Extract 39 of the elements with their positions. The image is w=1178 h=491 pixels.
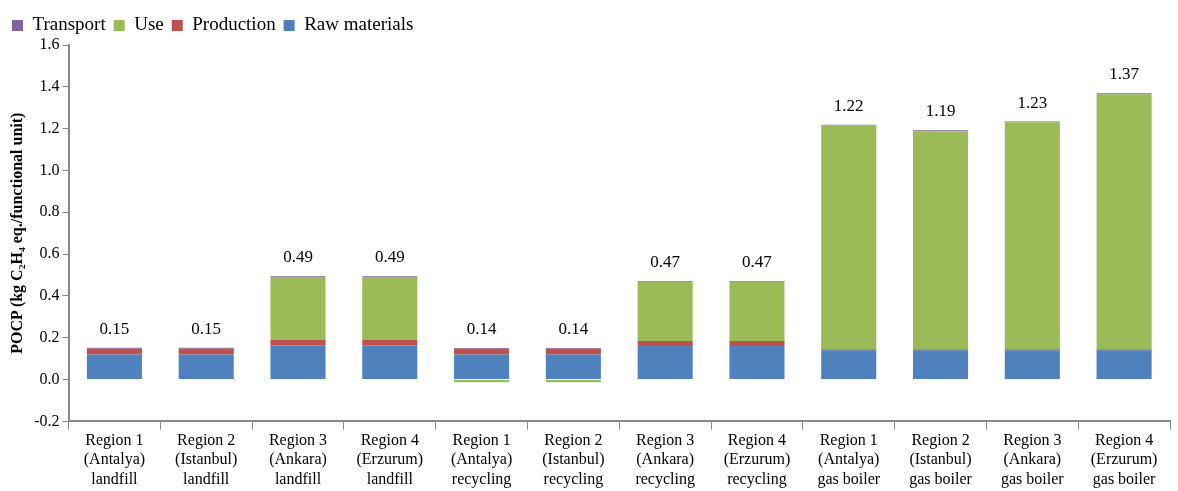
x-tick-label: Region 2 (Istanbul) gas boiler xyxy=(909,431,973,488)
x-tick-label: Region 3 (Ankara) gas boiler xyxy=(1000,431,1065,488)
y-tick-label: 1.0 xyxy=(39,160,60,178)
total-label: 1.37 xyxy=(1109,64,1140,84)
total-label: 0.15 xyxy=(99,318,130,338)
legend-label: Transport xyxy=(32,13,107,35)
x-tick-label: Region 4 (Erzurum) gas boiler xyxy=(1090,431,1158,488)
total-label: 1.22 xyxy=(833,95,864,115)
y-tick-label: 1.4 xyxy=(39,77,60,95)
x-tick-label: Region 1 (Antalya) recycling xyxy=(450,431,513,488)
legend-label: Use xyxy=(134,13,164,35)
y-tick-label: 0.4 xyxy=(39,286,60,304)
x-tick-label: Region 2 (Istanbul) landfill xyxy=(175,431,238,487)
total-label: 0.49 xyxy=(374,247,405,267)
x-tick-label: Region 2 (Istanbul) recycling xyxy=(542,431,605,488)
x-tick-label: Region 3 (Ankara) recycling xyxy=(635,431,695,488)
x-tick-label: Region 4 (Erzurum) landfill xyxy=(356,431,424,487)
legend-label: Production xyxy=(192,13,277,35)
y-tick-label: 0.6 xyxy=(39,244,60,262)
y-tick-label: 0.2 xyxy=(39,327,60,345)
total-label: 1.23 xyxy=(1017,92,1048,112)
total-label: 0.14 xyxy=(466,318,497,338)
total-label: 0.47 xyxy=(742,251,773,271)
total-label: 0.47 xyxy=(650,251,681,271)
x-tick-label: Region 1 (Antalya) landfill xyxy=(83,431,146,487)
y-tick-label: 1.6 xyxy=(39,35,60,53)
total-label: 0.49 xyxy=(283,247,313,267)
y-axis-title: POCP (kg C₂H₄ eq./functional unit) xyxy=(7,112,26,354)
y-tick-label: 0.8 xyxy=(39,202,60,220)
y-tick-label: 0.0 xyxy=(39,369,60,387)
x-tick-label: Region 1 (Antalya) gas boiler xyxy=(817,431,881,488)
total-label: 0.15 xyxy=(191,318,222,338)
legend-label: Raw materials xyxy=(304,13,414,35)
x-tick-label: Region 3 (Ankara) landfill xyxy=(268,431,328,487)
y-tick-label: 1.2 xyxy=(39,118,60,136)
total-label: 0.14 xyxy=(558,318,589,338)
y-tick-label: -0.2 xyxy=(34,411,60,429)
x-tick-label: Region 4 (Erzurum) recycling xyxy=(723,431,791,488)
total-label: 1.19 xyxy=(925,101,956,121)
